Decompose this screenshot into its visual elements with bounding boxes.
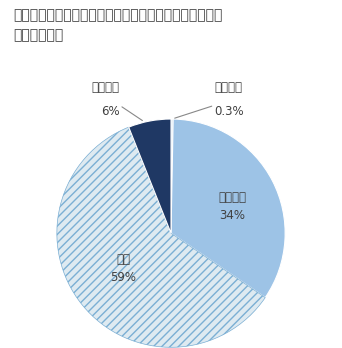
Text: 6%: 6% — [101, 105, 120, 118]
Text: 34%: 34% — [219, 209, 245, 222]
Wedge shape — [57, 127, 265, 347]
Text: 0.3%: 0.3% — [214, 105, 244, 118]
Text: 長期低过: 長期低过 — [92, 81, 120, 94]
Wedge shape — [129, 119, 171, 233]
Text: 59%: 59% — [110, 271, 136, 284]
Text: 加速成長: 加速成長 — [214, 81, 242, 94]
Text: 低过: 低过 — [117, 253, 131, 266]
Text: 安定成長: 安定成長 — [218, 191, 246, 204]
Wedge shape — [171, 119, 173, 233]
Wedge shape — [171, 119, 285, 298]
Text: （図表２）東京オリンピック・パラリンピック開催後の
国内の景況感: （図表２）東京オリンピック・パラリンピック開催後の 国内の景況感 — [14, 9, 223, 42]
